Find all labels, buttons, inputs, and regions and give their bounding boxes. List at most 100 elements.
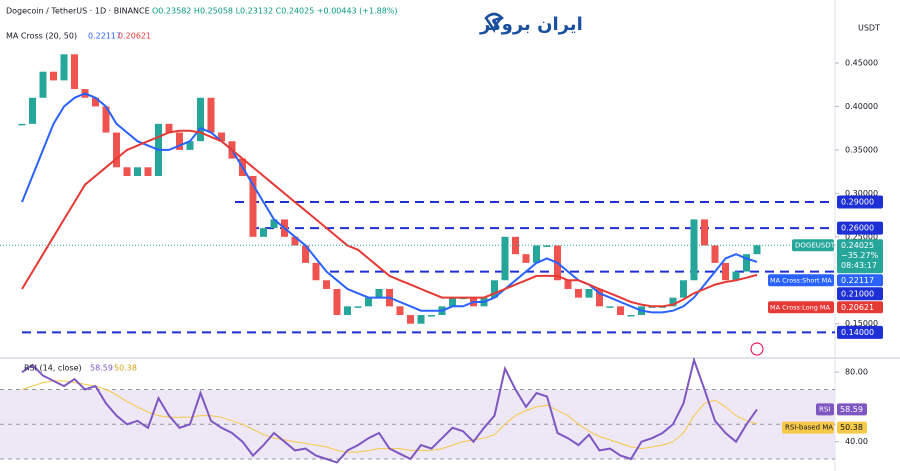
candle-body: [606, 306, 614, 308]
candle-body: [60, 54, 68, 81]
candle-body: [732, 271, 740, 281]
watermark-text: ایران بروکر: [479, 14, 583, 35]
candle-body: [491, 280, 498, 298]
candle-body: [92, 97, 99, 107]
rsi-ma-value: 50.38: [114, 364, 137, 373]
candle-body: [680, 280, 687, 298]
y-tick-label: 0.35000: [845, 145, 878, 154]
candle-body: [144, 167, 152, 176]
candle-body: [512, 236, 519, 255]
y-tick-label: 0.15000: [845, 319, 878, 328]
candle-body: [585, 288, 593, 298]
candle-body: [396, 306, 404, 316]
candle-body: [71, 54, 78, 90]
rsi-value: 58.59: [90, 364, 113, 373]
rsi-value-tag: [837, 403, 867, 416]
candle-body: [417, 315, 425, 324]
y-tick-label: 0.25000: [845, 232, 878, 241]
candle-body: [407, 315, 414, 324]
candle-body: [29, 97, 36, 124]
ma-value-tag: [837, 301, 883, 314]
price-tag-change: −35.27%: [841, 251, 879, 260]
ma-name-tag: [768, 274, 834, 287]
symbol-title: Dogecoin / TetherUS · 1D · BINANCE: [6, 7, 150, 16]
level-tag: [837, 287, 883, 301]
candle-body: [176, 132, 183, 150]
candle-body: [333, 288, 341, 316]
candle-body: [18, 123, 26, 126]
candle-body: [596, 288, 603, 307]
candle-body: [102, 106, 110, 133]
rsi-value-tag: [837, 421, 867, 434]
candle-body: [113, 132, 120, 168]
price-tag-value: 0.24025: [841, 241, 874, 250]
y-tick-label: 80.00: [845, 368, 868, 377]
candle-body: [627, 315, 635, 317]
ma-value-tag-label: 0.22117: [841, 276, 874, 285]
ma-value-tag: [837, 274, 883, 287]
plot-layer: 0.45000 0.40000 0.35000 0.30000 0.25000 0.150…: [0, 54, 878, 464]
candle-body: [134, 167, 141, 176]
rsi-line: [21, 356, 758, 464]
y-tick-label: 0.30000: [845, 189, 878, 198]
candle-body: [312, 262, 320, 281]
candle-body: [701, 219, 708, 246]
rsi-value-tag-label: 58.59: [840, 405, 863, 414]
price-tag-countdown: 08:43:17: [841, 261, 877, 270]
candle-body: [501, 236, 509, 281]
rsi-name-tag: [816, 403, 834, 416]
candle-body: [522, 254, 530, 263]
level-tag-label: 0.14000: [841, 328, 874, 337]
ma-name-tag-label: MA Cross:Long MA: [770, 303, 831, 311]
short-ma-value: 0.22117: [88, 32, 121, 41]
watermark: ایران بروکر: [479, 12, 583, 35]
candle-body: [270, 219, 278, 229]
ohlc-legend: O0.23582 H0.25058 L0.23132 C0.24025 +0.0…: [152, 7, 398, 16]
candle-body: [260, 228, 267, 237]
ma-value-tag-label: 0.20621: [841, 303, 874, 312]
currency-label: USDT: [858, 24, 880, 33]
candle-body: [291, 236, 299, 246]
rsi-value-tag-label: 50.38: [840, 423, 863, 432]
symbol-tag-label: DOGEUSDT: [795, 241, 836, 249]
y-tick-label: 0.45000: [845, 59, 878, 68]
level-tag: [837, 195, 883, 209]
candle-body: [575, 288, 582, 298]
price-tag: [837, 239, 883, 274]
ma-line: [21, 129, 758, 308]
candle-body: [533, 245, 540, 263]
candle-body: [564, 280, 572, 289]
candle-body: [690, 219, 698, 281]
rsi-name-tag-label: RSI: [819, 405, 830, 413]
candle-body: [617, 306, 624, 316]
ma-name-tag-label: MA Cross:Short MA: [770, 276, 832, 284]
rsi-title: RSI (14, close): [24, 364, 82, 373]
rsi-name-tag-label: RSI-based MA: [785, 424, 833, 432]
level-tag-label: 0.29000: [841, 198, 874, 207]
candle-body: [669, 297, 677, 307]
watermark-logo: [484, 12, 504, 34]
candle-body: [197, 97, 204, 142]
candle-body: [722, 262, 729, 281]
ma-name-tag: [768, 301, 834, 314]
symbol-tag: [792, 239, 834, 252]
rsi-name-tag: [782, 421, 834, 434]
level-tag: [837, 221, 883, 235]
alert-icon[interactable]: [750, 342, 764, 356]
candle-body: [50, 71, 57, 81]
level-tag-label: 0.26000: [841, 224, 874, 233]
candle-body: [365, 297, 372, 307]
ma-line: [21, 92, 758, 314]
candle-body: [753, 245, 761, 255]
indicator-title: MA Cross (20, 50): [6, 32, 77, 41]
candle-body: [249, 175, 257, 237]
candle-body: [123, 167, 131, 176]
candle-body: [218, 132, 225, 142]
y-tick-label: 0.40000: [845, 102, 878, 111]
candle-body: [302, 245, 309, 263]
candle-body: [39, 71, 47, 98]
candle-body: [743, 254, 750, 272]
candle-body: [186, 141, 194, 150]
candle-body: [207, 97, 215, 133]
